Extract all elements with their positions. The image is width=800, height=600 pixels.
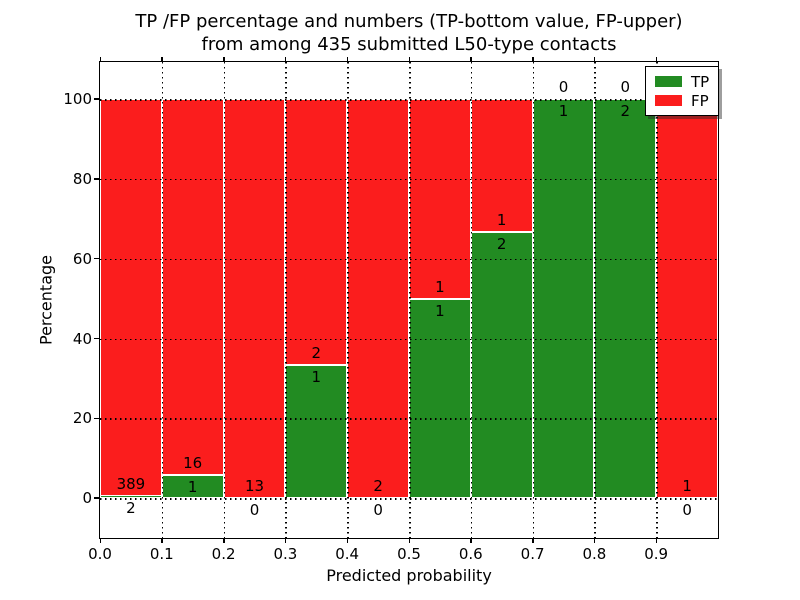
x-gridline xyxy=(347,62,349,538)
y-tick-mark xyxy=(94,417,100,420)
x-tick-mark-top xyxy=(223,57,225,62)
bar-tp xyxy=(532,99,595,499)
bar-tp xyxy=(470,232,533,499)
tp-count-label: 0 xyxy=(682,501,692,520)
x-tick-mark xyxy=(284,538,287,543)
fp-count-label: 1 xyxy=(496,211,507,230)
chart-title: TP /FP percentage and numbers (TP-bottom… xyxy=(9,10,800,56)
x-tick-mark-top xyxy=(346,57,349,62)
tp-count-label: 1 xyxy=(187,477,198,496)
x-tick-label: 0.5 xyxy=(397,545,421,563)
x-tick-mark-top xyxy=(593,57,596,62)
legend-label: FP xyxy=(691,91,709,110)
x-tick-label: 0.7 xyxy=(520,545,545,563)
tp-count-label: 1 xyxy=(435,301,445,320)
fp-count-label: 389 xyxy=(116,475,146,494)
x-tick-mark xyxy=(223,538,225,543)
bar-fp xyxy=(656,99,718,499)
x-tick-label: 0.3 xyxy=(273,545,298,563)
x-gridline xyxy=(223,62,226,538)
x-tick-label: 0.4 xyxy=(335,545,360,563)
x-tick-label: 0.9 xyxy=(644,545,669,563)
x-tick-mark xyxy=(470,538,472,543)
x-tick-mark-top xyxy=(470,57,472,62)
x-gridline xyxy=(161,62,164,538)
tp-count-label: 0 xyxy=(249,501,260,520)
legend-item-tp: TP xyxy=(655,72,709,91)
x-tick-mark xyxy=(532,538,534,543)
bar-tp xyxy=(100,494,162,499)
x-axis-title: Predicted probability xyxy=(326,566,492,585)
tp-count-label: 0 xyxy=(373,501,383,520)
x-gridline xyxy=(409,62,411,538)
bar-fp xyxy=(223,99,286,499)
y-tick-label: 40 xyxy=(72,329,92,348)
fp-count-label: 0 xyxy=(620,78,631,97)
fp-swatch xyxy=(655,95,682,106)
y-tick-label: 20 xyxy=(72,409,92,428)
tp-count-label: 1 xyxy=(311,368,322,387)
y-tick-mark xyxy=(94,337,100,340)
fp-count-label: 1 xyxy=(682,477,692,496)
bar-fp xyxy=(470,99,533,233)
x-tick-label: 0.1 xyxy=(149,545,174,563)
x-tick-mark-top xyxy=(99,57,101,62)
chart-title-line2: from among 435 submitted L50-type contac… xyxy=(201,34,617,55)
x-tick-label: 0.6 xyxy=(458,545,483,563)
bar-fp xyxy=(285,99,348,366)
x-tick-label: 0.0 xyxy=(88,545,112,563)
x-tick-mark-top xyxy=(284,57,287,62)
fp-count-label: 13 xyxy=(244,477,265,496)
plot-area: 389 2 16 1 13 0 2 1 2 0 1 1 1 2 0 1 0 2 1 0 TP FP xyxy=(94,57,720,543)
bar-fp xyxy=(161,99,224,475)
chart-title-line1: TP /FP percentage and numbers (TP-bottom… xyxy=(135,11,683,32)
x-gridline xyxy=(532,62,535,538)
x-gridline xyxy=(656,62,658,538)
legend: TP FP xyxy=(645,66,720,116)
fp-count-label: 1 xyxy=(435,277,445,296)
y-tick-label: 100 xyxy=(63,90,92,109)
x-tick-mark xyxy=(408,538,410,543)
legend-item-fp: FP xyxy=(655,91,709,110)
fp-count-label: 16 xyxy=(183,453,203,472)
tp-count-label: 2 xyxy=(496,235,507,254)
tp-count-label: 1 xyxy=(558,102,569,121)
x-tick-mark xyxy=(346,538,349,543)
x-gridline xyxy=(594,62,596,538)
x-tick-label: 0.8 xyxy=(582,545,607,563)
y-tick-mark xyxy=(94,98,100,100)
y-tick-mark xyxy=(94,178,100,180)
fp-count-label: 2 xyxy=(311,344,322,363)
bar-tp xyxy=(409,298,471,499)
bar-fp xyxy=(347,99,409,499)
y-tick-label: 60 xyxy=(72,249,92,268)
x-tick-mark-top xyxy=(655,57,658,62)
bar-tp xyxy=(594,99,657,499)
x-tick-mark xyxy=(161,538,163,543)
tp-count-label: 2 xyxy=(620,102,631,121)
bar-tp xyxy=(285,365,348,499)
x-gridline xyxy=(285,62,287,538)
bar-fp xyxy=(409,99,471,299)
y-tick-label: 0 xyxy=(82,489,92,508)
tp-count-label: 2 xyxy=(126,499,136,518)
tp-swatch xyxy=(655,76,682,87)
x-tick-mark xyxy=(593,538,596,543)
x-tick-mark xyxy=(99,538,101,543)
x-tick-mark-top xyxy=(161,57,163,62)
y-tick-mark xyxy=(94,497,100,499)
legend-label: TP xyxy=(691,72,710,91)
fp-count-label: 0 xyxy=(558,78,569,97)
x-gridline xyxy=(470,62,473,538)
x-tick-mark xyxy=(655,538,658,543)
x-tick-mark-top xyxy=(532,57,534,62)
x-tick-label: 0.2 xyxy=(211,545,236,563)
y-tick-mark xyxy=(94,257,100,260)
y-tick-label: 80 xyxy=(72,169,92,188)
bar-fp xyxy=(100,99,162,497)
fp-count-label: 2 xyxy=(373,477,383,496)
x-tick-mark-top xyxy=(408,57,410,62)
